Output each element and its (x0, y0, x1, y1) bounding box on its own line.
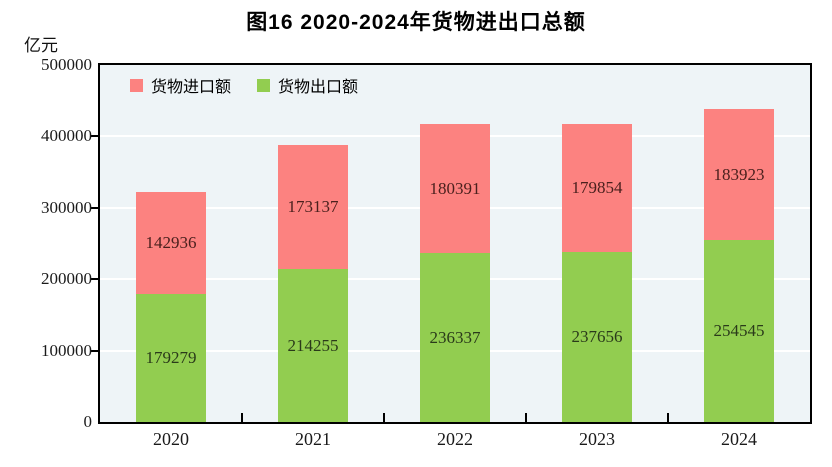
bar-segment-exports: 236337 (420, 253, 490, 422)
y-axis-tick (91, 206, 98, 209)
x-axis-tick (241, 413, 243, 422)
bar-2023: 179854 237656 (562, 123, 632, 422)
x-axis-tick (383, 413, 385, 422)
plot-area: 货物进口额 货物出口额 142936 179279 173137 214255 1803… (91, 63, 812, 424)
x-tick-label: 2020 (153, 429, 189, 449)
bar-segment-exports: 254545 (704, 240, 774, 422)
y-tick-label: 100000 (41, 340, 92, 360)
bar-segment-exports: 237656 (562, 252, 632, 422)
bar-segment-imports: 183923 (704, 108, 774, 241)
bar-2024: 183923 254545 (704, 108, 774, 422)
y-tick-label: 500000 (41, 55, 92, 74)
y-tick-label: 0 (83, 412, 93, 431)
y-tick-label: 300000 (41, 197, 92, 217)
x-tick-label: 2022 (437, 429, 473, 449)
bar-2020: 142936 179279 (136, 191, 206, 422)
x-axis-tick (667, 413, 669, 422)
y-axis-unit-label: 亿元 (24, 36, 58, 55)
x-tick-label: 2024 (721, 429, 757, 449)
legend-swatch-exports (257, 78, 271, 92)
legend-item-exports: 货物出口额 (257, 73, 358, 97)
legend-label-imports: 货物进口额 (151, 79, 232, 96)
y-axis-tick (91, 349, 98, 352)
legend-label-exports: 货物出口额 (278, 79, 359, 96)
legend: 货物进口额 货物出口额 (130, 73, 358, 97)
bar-segment-imports: 142936 (136, 191, 206, 294)
legend-item-imports: 货物进口额 (130, 73, 231, 97)
x-axis-tick (525, 413, 527, 422)
bar-segment-imports: 179854 (562, 123, 632, 253)
bar-2022: 180391 236337 (420, 124, 490, 422)
chart-title: 图16 2020-2024年货物进出口总额 (246, 11, 586, 34)
bar-segment-exports: 179279 (136, 294, 206, 422)
bar-segment-imports: 173137 (278, 145, 348, 270)
x-tick-label: 2021 (295, 429, 331, 449)
y-axis-tick (91, 278, 98, 281)
bar-segment-exports: 214255 (278, 269, 348, 422)
y-tick-label: 200000 (41, 269, 92, 289)
bar-segment-imports: 180391 (420, 124, 490, 254)
x-tick-label: 2023 (579, 429, 615, 449)
y-axis-tick (91, 135, 98, 138)
y-tick-label: 400000 (41, 126, 92, 146)
legend-swatch-imports (130, 78, 143, 92)
bar-2021: 173137 214255 (278, 145, 348, 422)
